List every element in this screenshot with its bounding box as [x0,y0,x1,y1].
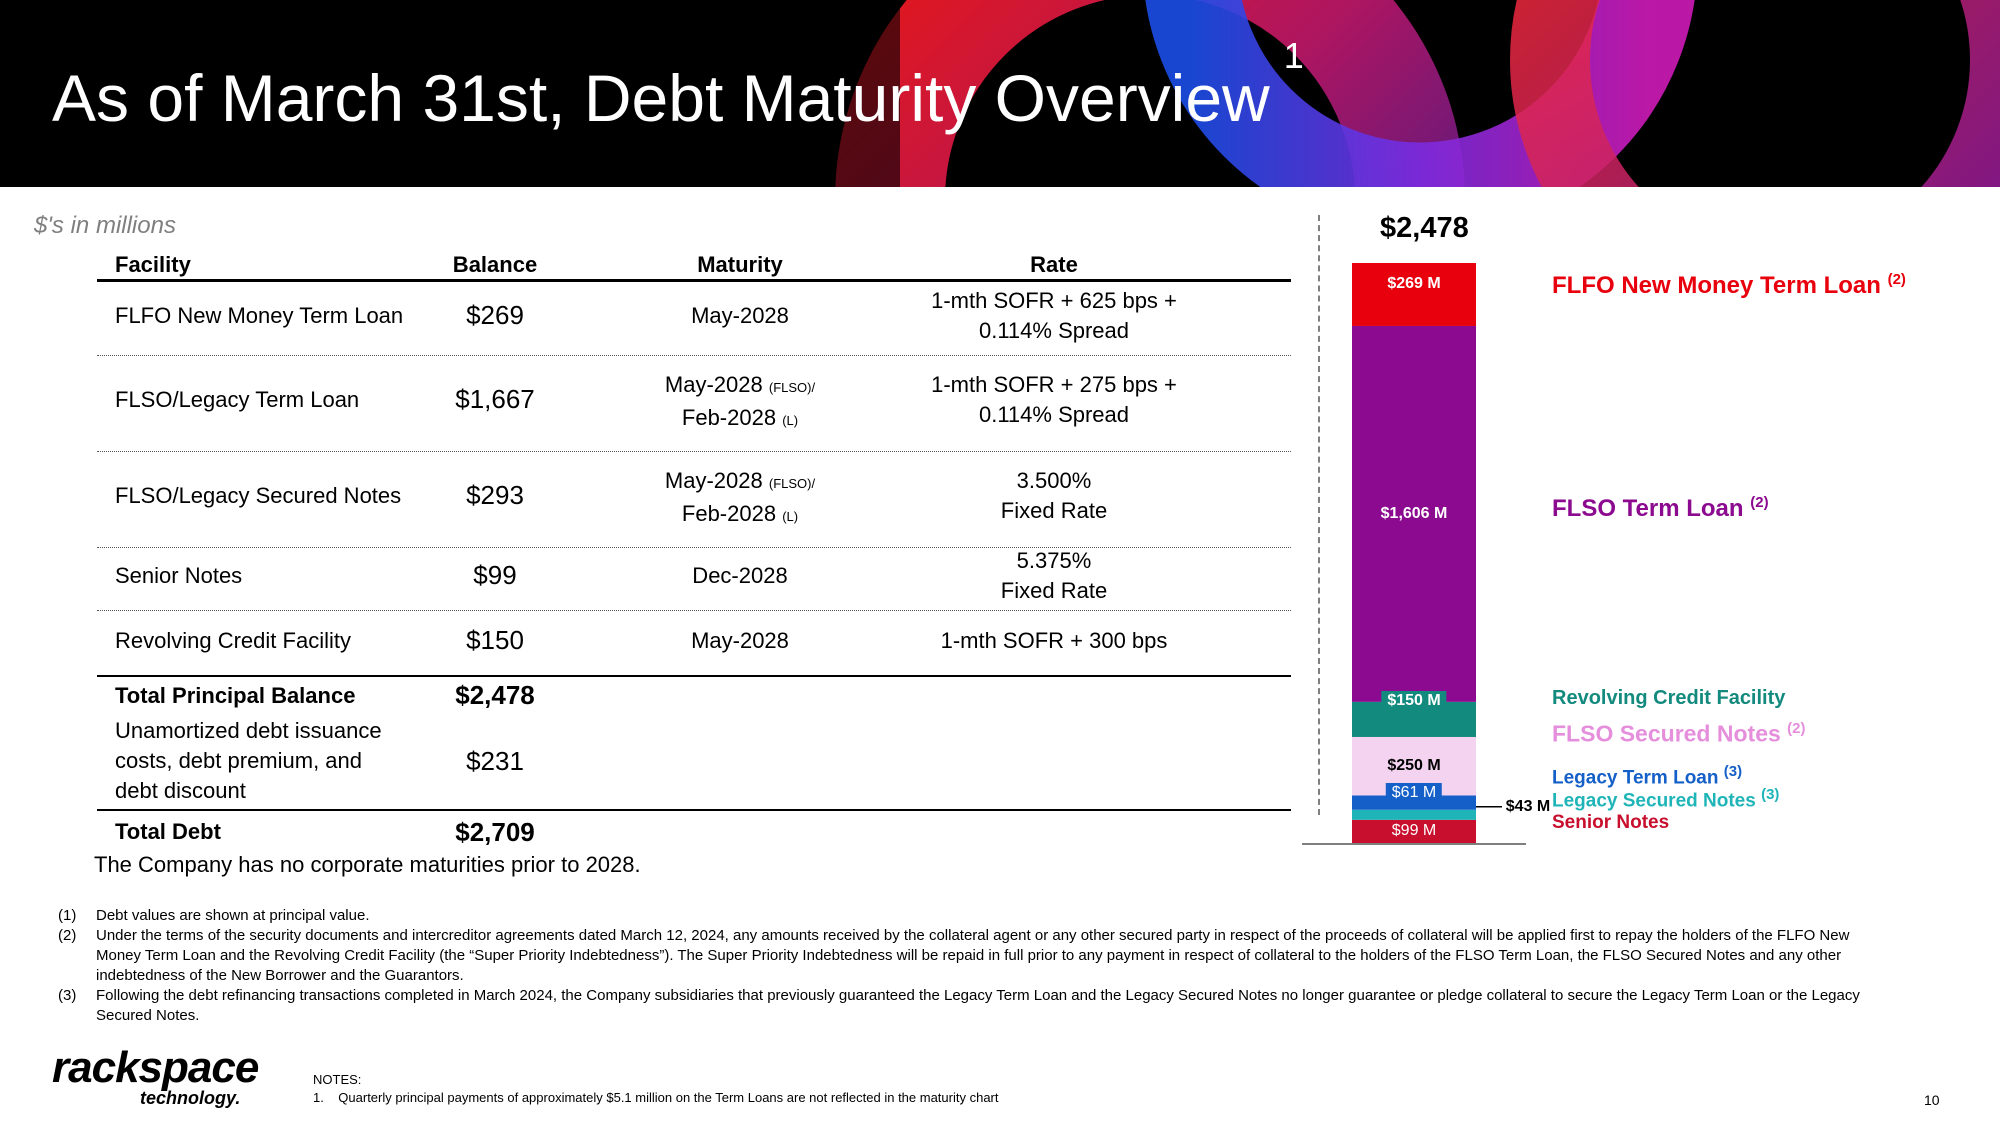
footnotes: (1) Debt values are shown at principal va… [58,906,1888,1026]
total-debt-value: $2,709 [455,817,535,847]
maturity-cell: May-2028 (FLSO)/Feb-2028 (L) [664,372,816,430]
title-footnote-ref: 1 [1283,35,1304,76]
chart-total-label: $2,478 [1380,212,1469,244]
bar-segment-flfo-new-money-term-loan [1352,263,1476,326]
unamortized-value: $231 [466,746,524,776]
dashed-separator [1318,215,1320,815]
legend-flfo: FLFO New Money Term Loan (2) [1552,271,1906,299]
legend-legacy-secured: Legacy Secured Notes (3) [1552,786,1780,812]
data-label: $1,606 M [1380,504,1448,522]
page-number: 10 [1924,1092,1940,1108]
balance-cell: $1,667 [455,384,535,414]
facility-cell: Senior Notes [115,563,243,588]
legend-revolver: Revolving Credit Facility [1552,687,1786,709]
maturity-cell: May-2028 [691,628,789,653]
row-divider [97,547,1291,548]
facility-cell: Revolving Credit Facility [115,628,351,653]
no-maturities-note: The Company has no corporate maturities … [94,852,641,877]
data-label: $269 M [1387,275,1441,292]
total-principal-value: $2,478 [455,680,535,710]
rate-cell: 1-mth SOFR + 300 bps [940,628,1168,653]
maturity-cell: May-2028 (FLSO)/Feb-2028 (L) [664,468,816,526]
units-note: $'s in millions [34,212,176,239]
data-label: $99 M [1391,822,1437,840]
rate-cell: 5.375% Fixed Rate [1000,548,1108,603]
subtotal-rule [97,675,1291,677]
rate-cell: 1-mth SOFR + 625 bps +0.114% Spread [931,288,1177,343]
legend-flso-secured: FLSO Secured Notes (2) [1552,720,1806,747]
footnote-1: (1) Debt values are shown at principal va… [58,907,370,924]
header-facility: Facility [115,252,191,277]
bar-segment-senior-notes [1352,819,1476,843]
data-label: $61 M [1385,783,1443,804]
rackspace-logo: rackspace technology. [52,1043,259,1109]
maturity-cell: May-2028 [691,303,789,328]
maturity-cell: Dec-2028 [692,563,788,588]
header-banner: As of March 31st, Debt Maturity Overview… [0,0,2000,187]
row-divider [97,451,1291,452]
total-rule [97,809,1291,811]
header-maturity: Maturity [697,252,783,277]
facility-cell: FLSO/Legacy Secured Notes [115,483,402,508]
facility-cell: FLFO New Money Term Loan [115,303,404,328]
legend-flso-term: FLSO Term Loan (2) [1552,494,1769,522]
data-label: $43 M [1505,797,1551,815]
unamortized-label: Unamortized debt issuance costs, debt pre… [115,718,382,803]
row-divider [97,355,1291,356]
notes-block: NOTES: 1. Quarterly principal payments o… [313,1072,999,1105]
footnote-2: (2) Under the terms of the security docum… [58,927,1850,984]
rate-cell: 3.500% Fixed Rate [1000,468,1108,523]
decorative-swirl-graphic [0,0,2000,187]
header-balance: Balance [452,252,538,277]
legend-legacy-term: Legacy Term Loan (3) [1552,763,1743,789]
facility-cell: FLSO/Legacy Term Loan [115,387,360,412]
header-rate: Rate [1030,252,1078,277]
header-rule [97,279,1291,282]
balance-cell: $293 [466,480,524,510]
balance-cell: $99 [473,560,517,590]
balance-cell: $269 [466,300,524,330]
bar-segment-flso-term-loan [1352,325,1476,702]
rate-cell: 1-mth SOFR + 275 bps +0.114% Spread [931,372,1177,427]
footnote-3: (3) Following the debt refinancing transa… [58,987,1860,1024]
page-title: As of March 31st, Debt Maturity Overview… [52,35,1304,135]
data-label: $150 M [1381,690,1447,711]
total-principal-label: Total Principal Balance [115,683,356,708]
balance-cell: $150 [466,625,524,655]
bar-segment-legacy-secured-notes [1352,809,1476,820]
row-divider [97,610,1291,611]
total-debt-label: Total Debt [115,819,221,844]
legend-senior-notes: Senior Notes [1552,812,1670,833]
data-label: $250 M [1387,757,1441,775]
